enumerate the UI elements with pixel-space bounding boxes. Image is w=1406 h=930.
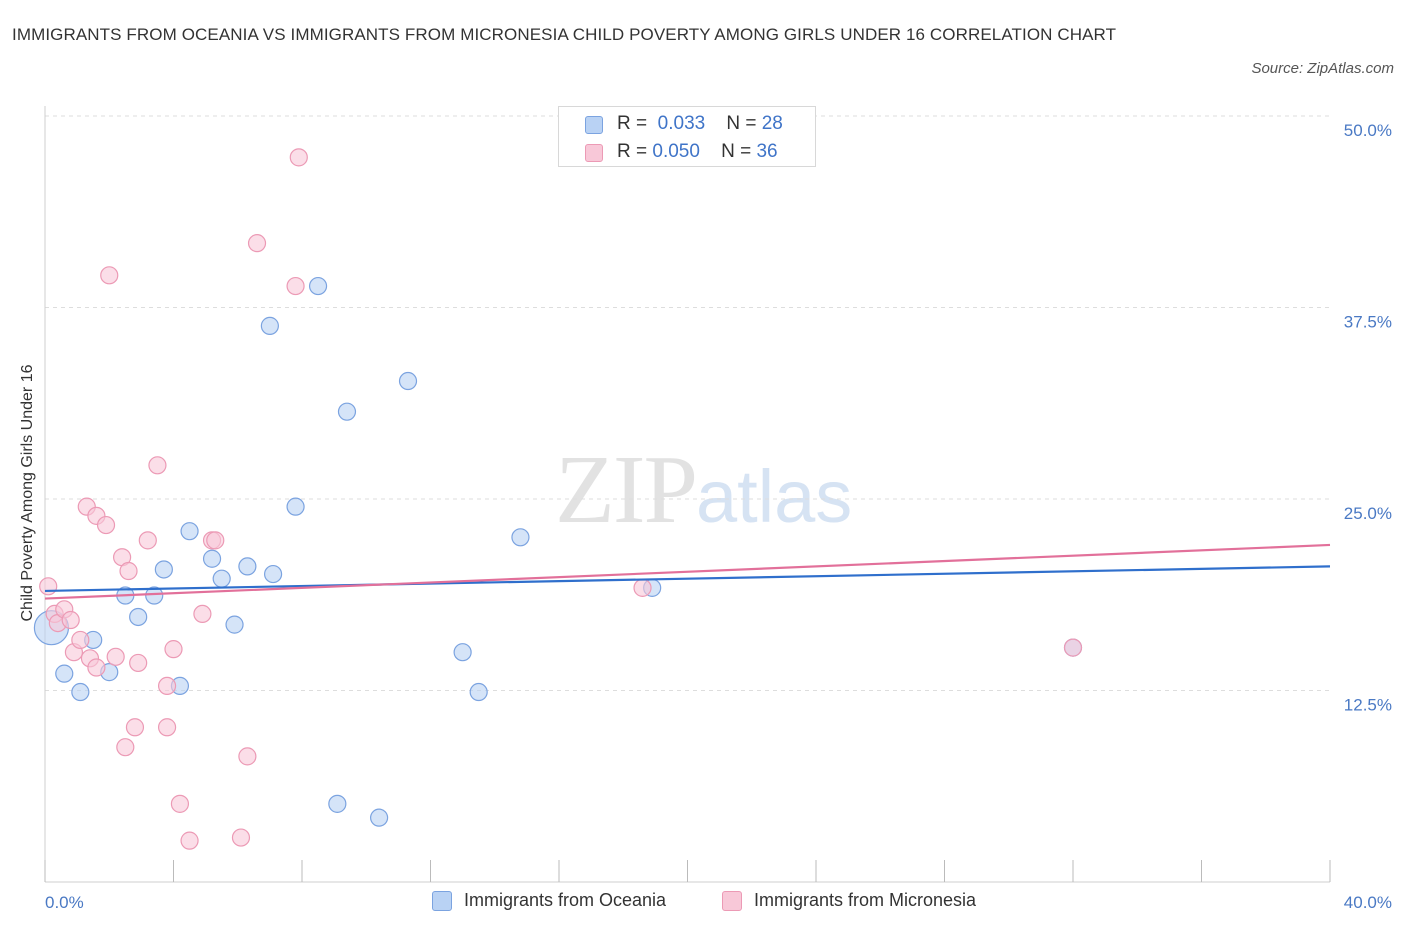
legend-label: Immigrants from Micronesia xyxy=(754,890,977,910)
micronesia-point xyxy=(39,577,58,596)
r-value: 0.050 xyxy=(652,141,700,162)
micronesia-point xyxy=(116,738,135,757)
r-value: 0.033 xyxy=(657,113,706,134)
micronesia-point xyxy=(164,640,183,659)
oceania-point xyxy=(55,664,74,683)
oceania-point xyxy=(225,615,244,634)
trend-lines xyxy=(44,543,1331,600)
oceania-point xyxy=(453,643,472,662)
micronesia-point xyxy=(247,234,267,253)
oceania-point xyxy=(154,560,173,579)
legend-label: Immigrants from Oceania xyxy=(464,890,667,910)
oceania-point xyxy=(370,808,389,827)
r-label: R = xyxy=(617,141,648,162)
micronesia-point xyxy=(125,718,145,737)
micronesia-point xyxy=(106,647,125,666)
axes xyxy=(44,106,1331,883)
x-tick-label: 0.0% xyxy=(45,893,84,912)
oceania-legend-swatch xyxy=(432,891,452,911)
oceania-point xyxy=(145,586,164,605)
micronesia-point xyxy=(87,658,106,677)
oceania-point xyxy=(286,497,305,516)
micronesia-swatch xyxy=(585,144,603,162)
oceania-point xyxy=(260,316,279,335)
n-value: 28 xyxy=(761,113,783,134)
grid xyxy=(45,115,1330,691)
micronesia-point xyxy=(71,630,90,650)
r-label: R = xyxy=(617,113,648,134)
watermark-zip: ZIP xyxy=(555,436,698,544)
micronesia-point xyxy=(157,676,177,696)
micronesia-point xyxy=(286,276,305,296)
y-tick-label: 25.0% xyxy=(1344,504,1392,523)
micronesia-point xyxy=(170,794,190,813)
oceania-point xyxy=(511,528,530,547)
n-label: N = xyxy=(721,141,752,162)
oceania-point xyxy=(398,371,418,391)
watermark-atlas: atlas xyxy=(696,455,853,538)
micronesia-point xyxy=(231,828,251,847)
oceania-swatch xyxy=(585,116,603,134)
n-value: 36 xyxy=(756,141,778,162)
watermark: ZIPatlas xyxy=(555,440,852,547)
oceania-point xyxy=(180,522,199,541)
oceania-point xyxy=(238,557,257,576)
oceania-point xyxy=(71,682,90,702)
stats-text: R = 0.033 N = 28 xyxy=(617,113,783,135)
micronesia-point xyxy=(180,831,199,850)
micronesia-trend-line xyxy=(44,543,1331,600)
oceania-point xyxy=(308,276,328,296)
tick-labels: 12.5% 25.0% 37.5% 50.0% 0.0% 40.0% xyxy=(45,121,1392,912)
micronesia-point xyxy=(1063,638,1083,657)
oceania-point xyxy=(129,607,148,627)
micronesia-point xyxy=(138,531,157,550)
y-tick-label: 12.5% xyxy=(1344,696,1392,715)
oceania-point xyxy=(263,564,283,584)
micronesia-point xyxy=(157,718,177,737)
y-tick-label: 37.5% xyxy=(1344,313,1392,332)
micronesia-point xyxy=(129,653,148,673)
micronesia-point xyxy=(100,266,119,285)
source-label: Source: ZipAtlas.com xyxy=(1251,60,1394,77)
micronesia-point xyxy=(148,456,167,475)
oceania-point xyxy=(328,794,347,813)
x-tick-label: 40.0% xyxy=(1344,893,1392,912)
micronesia-point xyxy=(61,610,80,630)
oceania-point xyxy=(469,682,488,702)
chart-title: IMMIGRANTS FROM OCEANIA VS IMMIGRANTS FR… xyxy=(12,25,1117,44)
micronesia-point xyxy=(96,515,116,535)
oceania-point xyxy=(212,569,231,588)
y-axis-label: Child Poverty Among Girls Under 16 xyxy=(19,364,36,622)
micronesia-point xyxy=(633,578,652,597)
micronesia-point xyxy=(289,148,308,167)
micronesia-legend-swatch xyxy=(722,891,742,911)
micronesia-point xyxy=(193,604,212,624)
oceania-trend-line xyxy=(44,565,1331,593)
oceania-point xyxy=(337,402,357,421)
micronesia-point xyxy=(119,561,138,581)
y-tick-label: 50.0% xyxy=(1344,121,1392,140)
oceania-point xyxy=(202,549,222,568)
stats-box: R = 0.033 N = 28 R = 0.050 N = 36 xyxy=(558,106,816,167)
micronesia-point xyxy=(206,531,225,550)
n-label: N = xyxy=(726,113,757,134)
micronesia-point xyxy=(238,747,257,766)
stats-text: R = 0.050 N = 36 xyxy=(617,141,778,163)
